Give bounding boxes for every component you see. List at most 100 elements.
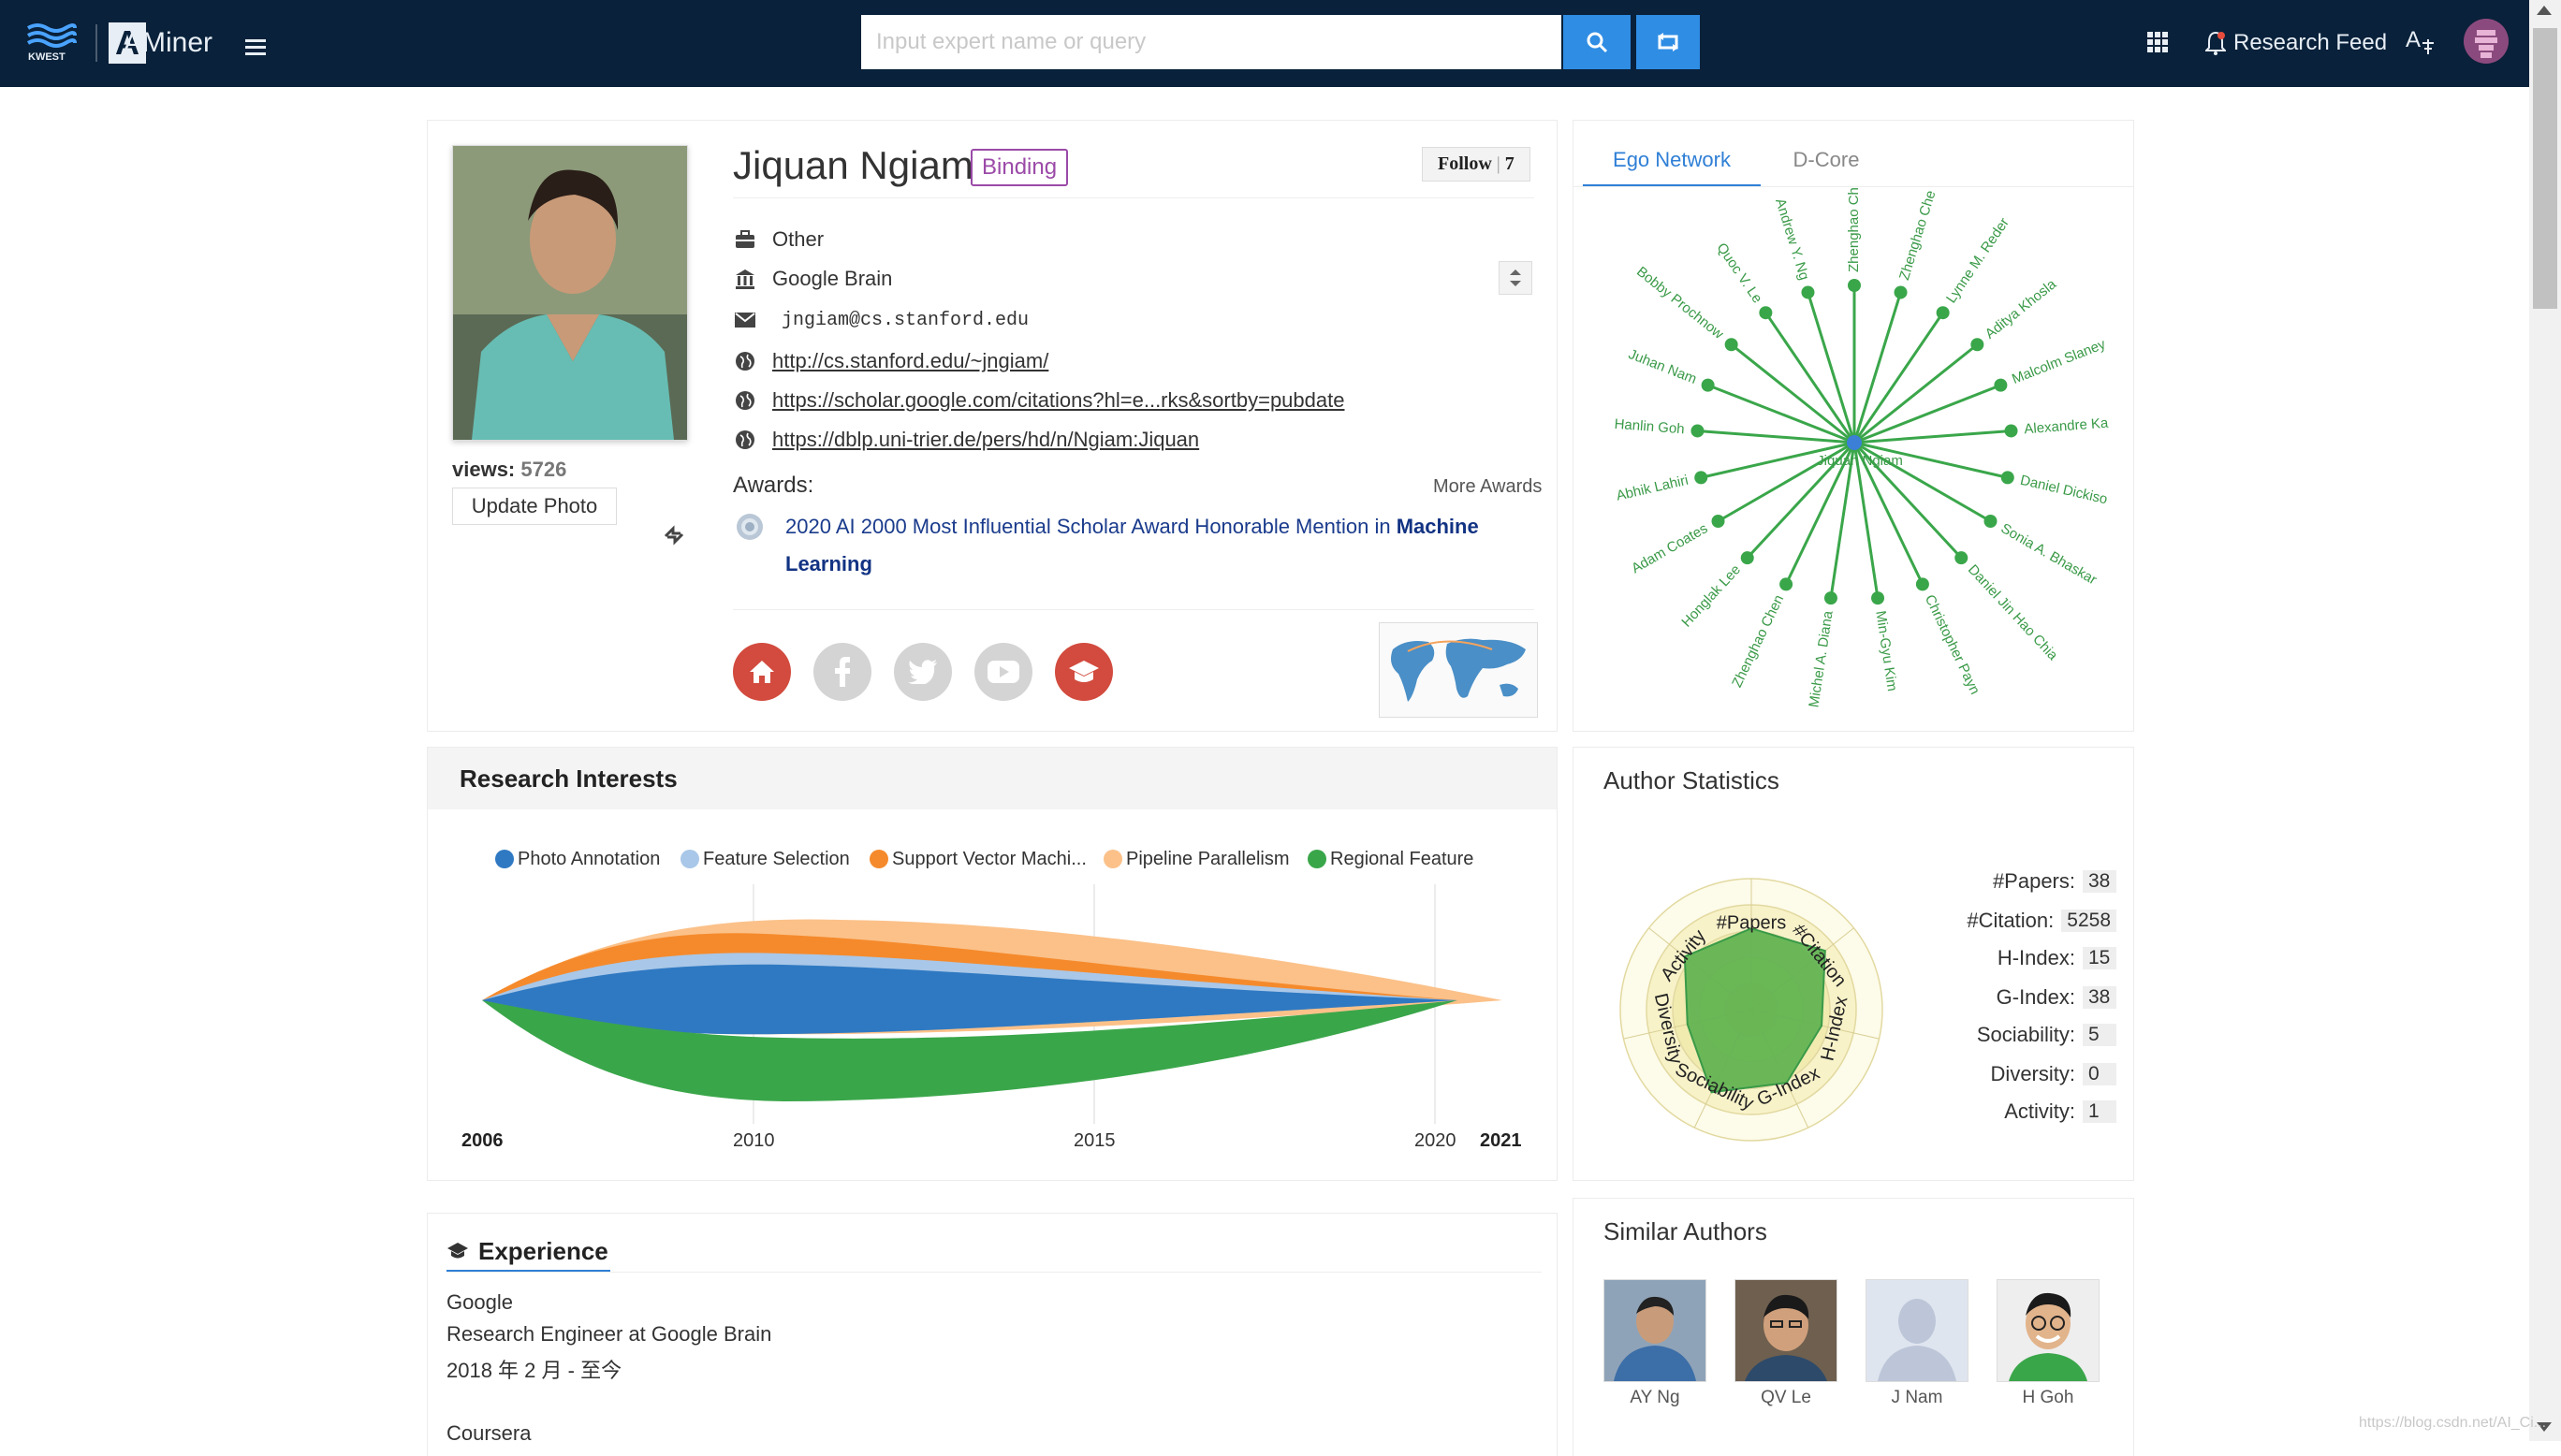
ego-node[interactable] (1711, 515, 1725, 528)
ego-node[interactable] (1983, 515, 1998, 528)
similar-author[interactable]: H Goh (1997, 1279, 2100, 1408)
ego-node[interactable] (1970, 338, 1984, 352)
ego-node-label[interactable]: Hanlin Goh (1614, 416, 1685, 438)
experience-title[interactable]: Experience (446, 1232, 610, 1273)
ego-node[interactable] (1848, 279, 1861, 292)
legend-regional-feature[interactable]: Regional Feature (1308, 847, 1473, 871)
ego-node-label[interactable]: Bobby Prochnow (1633, 264, 1726, 342)
ego-node-label[interactable]: Zhenghao Chen (1729, 592, 1787, 690)
ego-node[interactable] (1690, 424, 1705, 438)
menu-icon[interactable] (245, 39, 266, 56)
stats-radar-chart[interactable]: #Papers #CitationH-IndexG-IndexSociabilit… (1592, 851, 1910, 1169)
ego-node[interactable] (1915, 577, 1929, 591)
ego-node-label[interactable]: Honglak Lee (1678, 561, 1744, 630)
research-streamgraph[interactable]: 2006 2010 2015 2020 2021 (428, 879, 1559, 1182)
switch-search-button[interactable] (1636, 15, 1700, 69)
sync-icon[interactable] (662, 523, 686, 547)
similar-author[interactable]: AY Ng (1603, 1279, 1706, 1408)
ego-node[interactable] (2000, 471, 2014, 485)
ego-node[interactable] (1724, 338, 1738, 352)
ego-edge (1852, 441, 1963, 560)
expand-affiliation-button[interactable] (1499, 261, 1532, 295)
scroll-down-arrow[interactable] (2537, 1422, 2552, 1432)
ego-node[interactable] (1894, 285, 1908, 299)
axis-label-2010: 2010 (733, 1130, 775, 1151)
ego-node-label[interactable]: Christopher Payn (1922, 592, 1983, 697)
ego-node-label[interactable]: Sonia A. Bhaskar (1998, 520, 2100, 588)
kwest-logo[interactable]: KWEST (24, 21, 77, 64)
ego-node[interactable] (1871, 591, 1885, 605)
scholar-link[interactable]: https://scholar.google.com/citations?hl=… (772, 388, 1345, 412)
ego-node[interactable] (1954, 551, 1968, 565)
scrollbar-thumb[interactable] (2533, 28, 2557, 309)
radar-area[interactable] (1683, 927, 1826, 1094)
tab-d-core[interactable]: D-Core (1793, 148, 1860, 171)
stat-diversity: Diversity: 0 (1882, 1058, 2116, 1090)
ego-node-label[interactable]: Quoc V. Le (1713, 240, 1765, 306)
ego-node-label[interactable]: Alexandre Ka (2024, 415, 2110, 438)
ego-node[interactable] (2004, 424, 2018, 438)
ego-node[interactable] (1801, 285, 1815, 299)
similar-author[interactable]: QV Le (1734, 1279, 1837, 1408)
aminer-logo[interactable]: A AMiner (109, 19, 212, 67)
homepage-social-button[interactable] (733, 643, 791, 701)
binding-button[interactable]: Binding (971, 149, 1069, 186)
ego-node[interactable] (1701, 378, 1715, 392)
facebook-button[interactable] (813, 643, 871, 701)
legend-photo-annotation[interactable]: Photo Annotation (495, 847, 660, 871)
ego-node-label[interactable]: Abhik Lahiri (1615, 473, 1690, 504)
apps-grid-icon[interactable] (2147, 32, 2168, 52)
experience-org-2: Coursera (446, 1421, 532, 1445)
ego-node[interactable] (1694, 471, 1708, 485)
more-awards-link[interactable]: More Awards (1433, 476, 1543, 497)
legend-label: Photo Annotation (518, 848, 661, 869)
user-avatar[interactable] (2464, 19, 2509, 64)
ego-node-label[interactable]: Juhan Nam (1626, 346, 1699, 387)
scroll-up-arrow[interactable] (2537, 6, 2552, 15)
ego-node-label[interactable]: Aditya Khosla (1983, 276, 2060, 342)
homepage-link[interactable]: http://cs.stanford.edu/~jngiam/ (772, 349, 1049, 372)
ego-node-label[interactable]: Min-Gyu Kim (1872, 610, 1900, 692)
ego-node-label[interactable]: Malcolm Slaney (2010, 336, 2108, 387)
ego-node-label[interactable]: Lynne M. Reder (1943, 215, 2012, 306)
ego-node-label[interactable]: Daniel Dickiso (2019, 473, 2109, 508)
ego-node[interactable] (1740, 551, 1754, 565)
legend-feature-selection[interactable]: Feature Selection (680, 847, 850, 871)
ego-node-label[interactable]: Daniel Jin Hao Chia (1965, 561, 2061, 663)
follow-button[interactable]: Follow | 7 (1422, 147, 1530, 182)
scholar-social-button[interactable] (1055, 643, 1113, 701)
twitter-button[interactable] (894, 643, 952, 701)
award-item[interactable]: 2020 AI 2000 Most Influential Scholar Aw… (785, 508, 1534, 583)
ego-node-label[interactable]: Andrew Y. Ng (1772, 197, 1812, 282)
stream-regional-feature[interactable] (482, 1000, 1457, 1101)
ego-node[interactable] (1779, 577, 1793, 591)
search-input[interactable] (861, 15, 1561, 69)
ego-center-node[interactable] (1847, 435, 1862, 450)
ego-node-label[interactable]: Adam Coates (1629, 520, 1710, 576)
stat-value: 38 (2083, 870, 2116, 893)
similar-author[interactable]: J Nam (1866, 1279, 1968, 1408)
ego-node[interactable] (1994, 378, 2008, 392)
ego-node-label[interactable]: Zhenghao Che (1896, 189, 1939, 283)
translate-icon[interactable]: A (2404, 24, 2437, 58)
stat-h-index: H-Index: 15 (1882, 942, 2116, 974)
search-button[interactable] (1563, 15, 1631, 69)
research-interests-card: Research Interests Photo Annotation Feat… (427, 747, 1558, 1181)
email-text[interactable]: jngiam@cs.stanford.edu (782, 309, 1030, 331)
ego-node[interactable] (1759, 306, 1773, 320)
ego-node[interactable] (1936, 306, 1950, 320)
tab-ego-network[interactable]: Ego Network (1583, 136, 1761, 187)
world-map[interactable] (1379, 622, 1538, 718)
youtube-button[interactable] (974, 643, 1032, 701)
ego-node-label[interactable]: Zhenghao Chen (1846, 188, 1862, 272)
legend-support-vector-machine[interactable]: Support Vector Machi... (870, 847, 1087, 871)
stream-photo-annotation[interactable] (482, 964, 1457, 1035)
ego-network-graph[interactable]: Zhenghao Chen Zhenghao Che Lynne M. RederA… (1573, 188, 2135, 731)
dblp-link[interactable]: https://dblp.uni-trier.de/pers/hd/n/Ngia… (772, 428, 1200, 451)
ego-node-label[interactable]: Michel A. Diana (1806, 609, 1836, 708)
update-photo-button[interactable]: Update Photo (452, 488, 617, 525)
ego-node[interactable] (1823, 591, 1837, 605)
research-feed-link[interactable]: Research Feed (2205, 26, 2387, 60)
legend-dot (1104, 850, 1122, 868)
legend-pipeline-parallelism[interactable]: Pipeline Parallelism (1104, 847, 1290, 871)
